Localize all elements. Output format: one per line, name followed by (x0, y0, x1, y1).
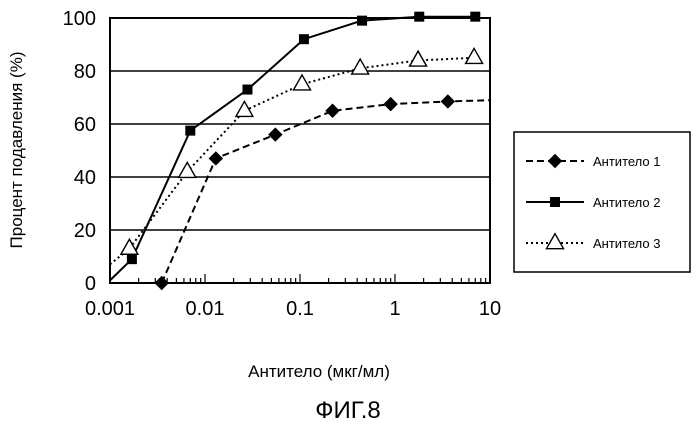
series-markers (119, 11, 484, 291)
legend: Антитело 1 Антитело 2 Антитело 3 (513, 131, 691, 273)
plot-frame (109, 17, 491, 284)
series-1-point (325, 103, 340, 118)
y-axis-title: Процент подавления (%) (7, 52, 26, 249)
series-3-point (177, 160, 197, 179)
y-tick-label: 60 (74, 114, 96, 136)
legend-marker-2 (550, 197, 560, 207)
series-2-point (357, 15, 368, 26)
y-tick-labels: 0 20 40 60 80 100 (63, 8, 96, 295)
x-tick-label: 1 (389, 298, 400, 320)
figure-caption: ФИГ.8 (315, 397, 381, 424)
y-tick-label: 100 (63, 8, 96, 30)
series-3-point (350, 57, 370, 75)
legend-items: Антитело 1 Антитело 2 Антитело 3 (526, 153, 660, 251)
series-1-point (268, 127, 283, 142)
grid-lines (110, 70, 490, 231)
series-lines (109, 15, 491, 284)
series-2-point (470, 11, 481, 22)
series-3-point (464, 47, 484, 65)
series-1-point (208, 151, 224, 166)
x-tick-labels: 0.001 0.01 0.1 1 10 (85, 298, 501, 320)
series-2-point (126, 254, 137, 265)
x-tick-label: 0.01 (186, 298, 225, 320)
series-line-1 (160, 99, 491, 284)
series-3-point (119, 237, 140, 255)
series-3-point (234, 100, 255, 118)
series-1-point (440, 94, 456, 109)
legend-label-2: Антитело 2 (593, 195, 660, 210)
x-axis-title: Антитело (мкг/мл) (248, 362, 390, 381)
y-tick-label: 40 (74, 167, 96, 189)
series-2-point (298, 34, 309, 45)
series-2-point (242, 84, 253, 95)
series-1-point (383, 96, 398, 112)
series-2-point (185, 125, 196, 136)
y-tick-label: 20 (74, 220, 96, 242)
legend-label-1: Антитело 1 (593, 154, 660, 169)
y-tick-label: 0 (85, 273, 96, 295)
x-tick-label: 0.1 (286, 298, 314, 320)
legend-label-3: Антитело 3 (593, 236, 660, 251)
legend-marker-1 (547, 153, 563, 169)
series-2-point (414, 11, 425, 22)
legend-marker-3 (545, 232, 565, 250)
y-tick-label: 80 (74, 61, 96, 83)
x-tick-label: 10 (479, 298, 501, 320)
series-3-point (292, 73, 312, 91)
x-tick-label: 0.001 (85, 298, 135, 320)
series-line-3 (109, 56, 475, 266)
series-3-point (408, 49, 428, 67)
